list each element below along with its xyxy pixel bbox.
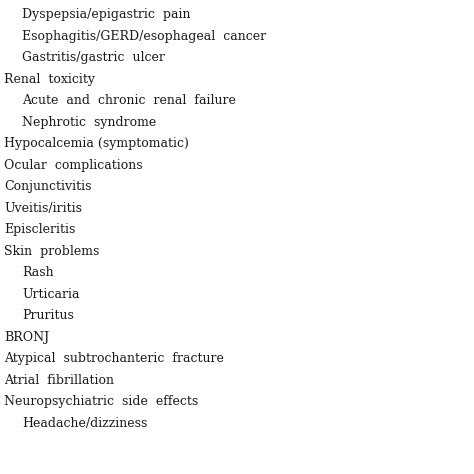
Text: Pruritus: Pruritus bbox=[22, 309, 74, 322]
Text: Neuropsychiatric  side  effects: Neuropsychiatric side effects bbox=[4, 395, 198, 408]
Text: Esophagitis/GERD/esophageal  cancer: Esophagitis/GERD/esophageal cancer bbox=[22, 29, 266, 43]
Text: Headache/dizziness: Headache/dizziness bbox=[22, 417, 147, 429]
Text: Atrial  fibrillation: Atrial fibrillation bbox=[4, 374, 114, 386]
Text: Uveitis/iritis: Uveitis/iritis bbox=[4, 201, 82, 215]
Text: Nephrotic  syndrome: Nephrotic syndrome bbox=[22, 116, 156, 128]
Text: Hypocalcemia (symptomatic): Hypocalcemia (symptomatic) bbox=[4, 137, 189, 150]
Text: Gastritis/gastric  ulcer: Gastritis/gastric ulcer bbox=[22, 51, 165, 64]
Text: Acute  and  chronic  renal  failure: Acute and chronic renal failure bbox=[22, 94, 236, 107]
Text: Conjunctivitis: Conjunctivitis bbox=[4, 180, 91, 193]
Text: Atypical  subtrochanteric  fracture: Atypical subtrochanteric fracture bbox=[4, 352, 224, 365]
Text: Renal  toxicity: Renal toxicity bbox=[4, 73, 95, 85]
Text: Episcleritis: Episcleritis bbox=[4, 223, 75, 236]
Text: Urticaria: Urticaria bbox=[22, 288, 80, 301]
Text: Rash: Rash bbox=[22, 266, 54, 279]
Text: Dyspepsia/epigastric  pain: Dyspepsia/epigastric pain bbox=[22, 8, 191, 21]
Text: BRONJ: BRONJ bbox=[4, 330, 49, 344]
Text: Ocular  complications: Ocular complications bbox=[4, 158, 143, 172]
Text: Skin  problems: Skin problems bbox=[4, 245, 100, 257]
